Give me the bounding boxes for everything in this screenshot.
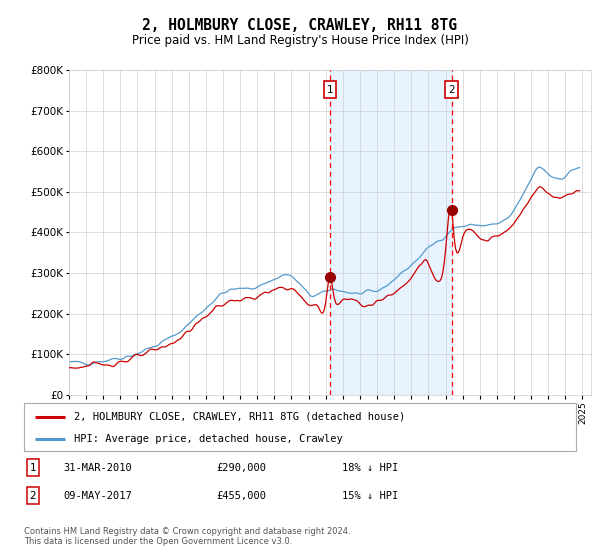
Text: 2: 2 (29, 491, 37, 501)
Text: HPI: Average price, detached house, Crawley: HPI: Average price, detached house, Craw… (74, 434, 343, 444)
Text: £290,000: £290,000 (216, 463, 266, 473)
Text: 2, HOLMBURY CLOSE, CRAWLEY, RH11 8TG: 2, HOLMBURY CLOSE, CRAWLEY, RH11 8TG (143, 18, 458, 32)
Text: 1: 1 (326, 85, 333, 95)
Text: 15% ↓ HPI: 15% ↓ HPI (342, 491, 398, 501)
Text: 1: 1 (29, 463, 37, 473)
Bar (330, 70, 452, 395)
Text: 18% ↓ HPI: 18% ↓ HPI (342, 463, 398, 473)
Text: 2: 2 (448, 85, 455, 95)
Text: Contains HM Land Registry data © Crown copyright and database right 2024.
This d: Contains HM Land Registry data © Crown c… (24, 526, 350, 546)
Text: £455,000: £455,000 (216, 491, 266, 501)
Text: 31-MAR-2010: 31-MAR-2010 (63, 463, 132, 473)
Text: Price paid vs. HM Land Registry's House Price Index (HPI): Price paid vs. HM Land Registry's House … (131, 34, 469, 47)
Text: 2, HOLMBURY CLOSE, CRAWLEY, RH11 8TG (detached house): 2, HOLMBURY CLOSE, CRAWLEY, RH11 8TG (de… (74, 412, 405, 422)
Text: 09-MAY-2017: 09-MAY-2017 (63, 491, 132, 501)
